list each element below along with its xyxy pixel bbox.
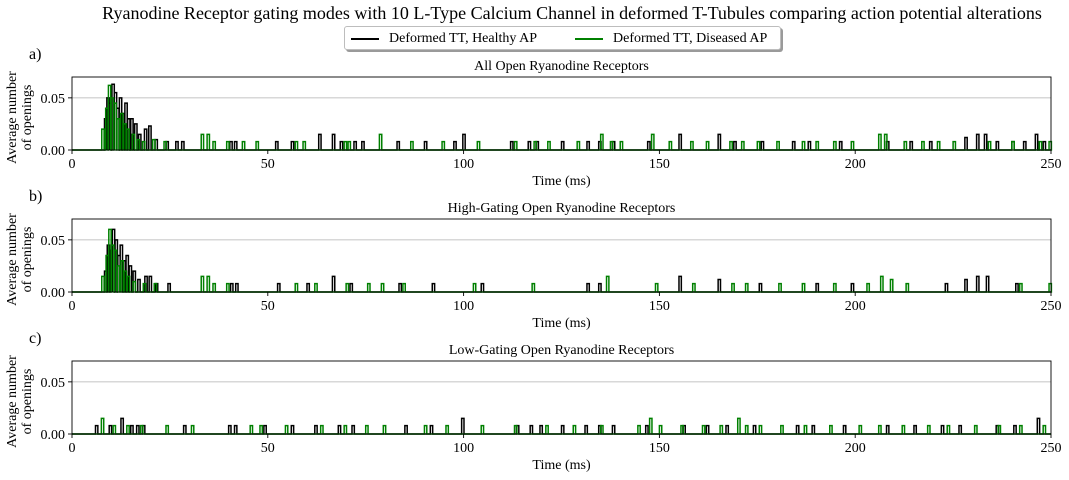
x-tick-label: 150 (649, 441, 670, 456)
legend-swatch-healthy (351, 38, 379, 40)
legend-label-diseased: Deformed TT, Diseased AP (613, 31, 768, 46)
y-tick-label: 0.00 (41, 286, 66, 301)
x-tick-label: 150 (649, 299, 670, 314)
legend-item-diseased: Deformed TT, Diseased AP (575, 29, 767, 49)
series-line-healthy (72, 83, 1051, 151)
y-axis-label: Average numberof openings (5, 213, 35, 306)
x-tick-label: 100 (453, 299, 474, 314)
y-axis-label: Average numberof openings (5, 355, 35, 448)
x-axis-label: Time (ms) (532, 316, 591, 331)
series-line-diseased (72, 417, 1051, 435)
x-tick-label: 250 (1041, 299, 1062, 314)
panel-title: Low-Gating Open Ryanodine Receptors (449, 343, 674, 358)
x-tick-label: 200 (845, 299, 866, 314)
x-tick-label: 200 (845, 441, 866, 456)
panel-2: 0 50 100 150 200 250 0.00 0.05 High-Gating Open … (5, 188, 1062, 331)
y-tick-label: 0.05 (41, 234, 66, 249)
panel-label: a) (29, 46, 41, 63)
figure-title: Ryanodine Receptor gating modes with 10 … (102, 3, 1042, 23)
y-axis-label: Average numberof openings (5, 71, 35, 164)
series-line-healthy (72, 417, 1051, 435)
x-tick-label: 250 (1041, 441, 1062, 456)
legend: Deformed TT, Healthy AP Deformed TT, Dis… (344, 26, 781, 50)
x-tick-label: 0 (69, 299, 76, 314)
series-line-diseased (72, 84, 1053, 151)
x-axis-label: Time (ms) (532, 458, 591, 473)
y-tick-label: 0.05 (41, 92, 66, 107)
series-line-diseased (72, 228, 1053, 293)
x-tick-label: 50 (261, 441, 275, 456)
panel-label: b) (29, 188, 42, 205)
x-tick-label: 0 (69, 441, 76, 456)
plot-frame (71, 76, 1052, 151)
x-tick-label: 250 (1041, 157, 1062, 172)
legend-label-healthy: Deformed TT, Healthy AP (389, 31, 538, 46)
y-tick-label: 0.00 (41, 144, 66, 159)
x-tick-label: 100 (453, 157, 474, 172)
panel-1: 0 50 100 150 200 250 0.00 0.05 All Open Ryanodin… (5, 46, 1062, 189)
plot-frame (71, 360, 1052, 435)
legend-swatch-diseased (575, 38, 603, 40)
legend-item-healthy: Deformed TT, Healthy AP (351, 29, 537, 49)
x-tick-label: 200 (845, 157, 866, 172)
panel-3: 0 50 100 150 200 250 0.00 0.05 Low-Gating Open R… (5, 330, 1062, 473)
panel-title: All Open Ryanodine Receptors (474, 59, 649, 74)
x-tick-label: 50 (261, 157, 275, 172)
panel-title: High-Gating Open Ryanodine Receptors (448, 201, 676, 216)
panel-label: c) (29, 330, 41, 347)
series-line-healthy (72, 228, 1051, 293)
y-tick-label: 0.05 (41, 376, 66, 391)
plot-frame (71, 218, 1052, 293)
y-tick-label: 0.00 (41, 428, 66, 443)
x-tick-label: 150 (649, 157, 670, 172)
x-axis-label: Time (ms) (532, 174, 591, 189)
x-tick-label: 0 (69, 157, 76, 172)
x-tick-label: 50 (261, 299, 275, 314)
x-tick-label: 100 (453, 441, 474, 456)
